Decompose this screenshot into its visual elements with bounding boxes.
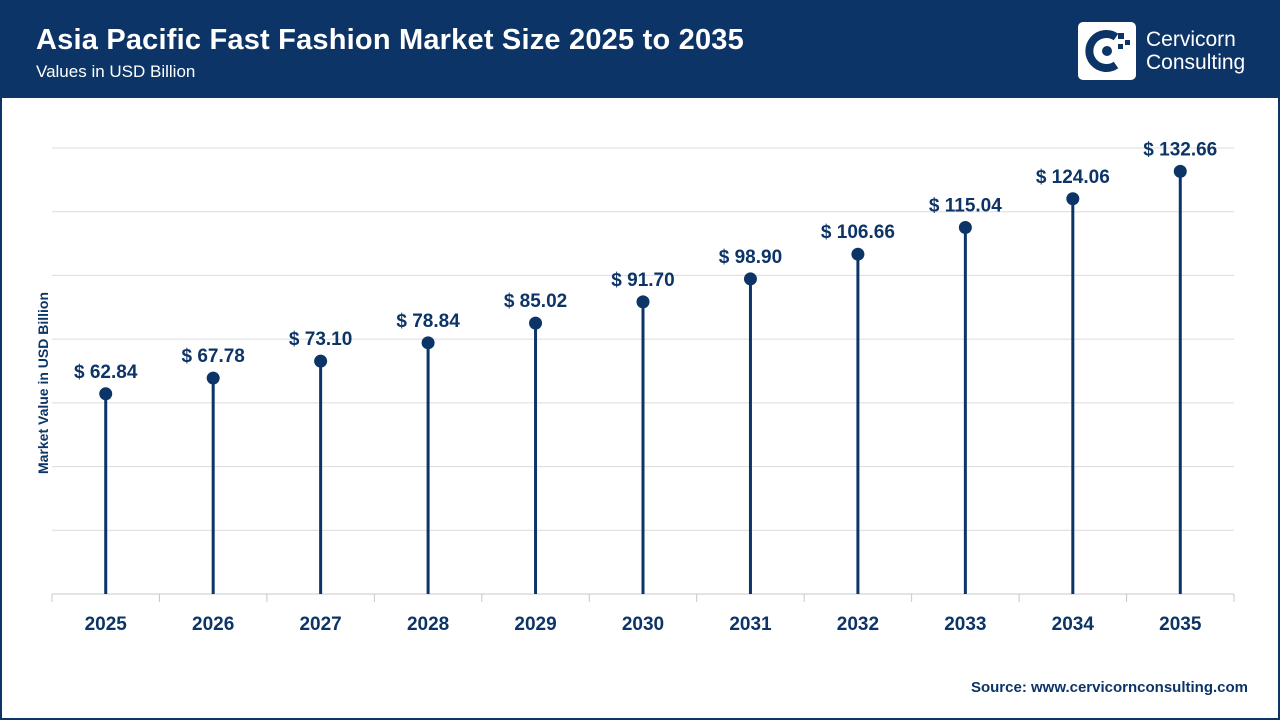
x-tick-label: 2031 [729, 614, 772, 635]
data-label: $ 91.70 [611, 270, 674, 291]
source-label: Source: [970, 679, 1027, 696]
data-point [1173, 164, 1187, 178]
data-label: $ 73.10 [289, 329, 352, 350]
data-label: $ 124.06 [1036, 167, 1110, 188]
x-tick-label: 2025 [85, 614, 128, 635]
data-point [206, 371, 220, 385]
x-axis: 2025 2026 2027 2028 2029 2030 2031 2032 2033 2034… [51, 593, 1235, 635]
data-label: $ 98.90 [719, 247, 782, 268]
page-subtitle: Values in USD Billion [36, 62, 196, 81]
x-tick-label: 2029 [514, 614, 556, 635]
data-point [636, 295, 650, 309]
data-point [851, 247, 865, 261]
brand-name-line1: Cervicorn [1146, 28, 1236, 51]
x-tick-label: 2034 [1052, 614, 1095, 635]
data-label: $ 115.04 [929, 196, 1002, 217]
data-label: $ 62.84 [74, 362, 138, 383]
data-label: $ 67.78 [181, 346, 244, 367]
x-tick-label: 2035 [1159, 614, 1202, 635]
lollipop-chart: 2025 2026 2027 2028 2029 2030 2031 2032 2033 2034… [35, 139, 1235, 635]
data-label: $ 78.84 [396, 311, 460, 332]
brand-name: Cervicorn Consulting [1146, 28, 1245, 74]
brand-name-line2: Consulting [1146, 51, 1246, 74]
header-bar: Asia Pacific Fast Fashion Market Size 20… [2, 2, 1278, 98]
data-label: $ 85.02 [504, 291, 567, 312]
x-tick-label: 2030 [622, 614, 664, 635]
brand-logo: Cervicorn Consulting [1078, 22, 1268, 80]
data-point [958, 221, 972, 235]
source-note: Source: www.cervicornconsulting.com [971, 679, 1248, 696]
page-title: Asia Pacific Fast Fashion Market Size 20… [36, 24, 744, 56]
x-tick-label: 2033 [944, 614, 986, 635]
cervicorn-c-logo-icon [1078, 22, 1136, 80]
data-label: $ 106.66 [821, 222, 895, 243]
y-axis-label: Market Value in USD Billion [35, 292, 51, 474]
x-tick-label: 2028 [407, 614, 449, 635]
x-tick-label: 2032 [837, 614, 879, 635]
data-point [1066, 192, 1080, 206]
data-point [421, 336, 435, 350]
data-label: $ 132.66 [1143, 139, 1217, 160]
data-point [99, 387, 113, 401]
data-point [529, 316, 543, 330]
x-tick-label: 2027 [299, 614, 341, 635]
data-point [743, 272, 757, 286]
data-point [314, 354, 328, 368]
chart-marks: $ 62.84 $ 67.78 $ 73.10 $ 78.84 $ 85.02 $ 91.… [74, 139, 1217, 594]
x-tick-label: 2026 [192, 614, 234, 635]
source-url: www.cervicornconsulting.com [1031, 679, 1248, 696]
